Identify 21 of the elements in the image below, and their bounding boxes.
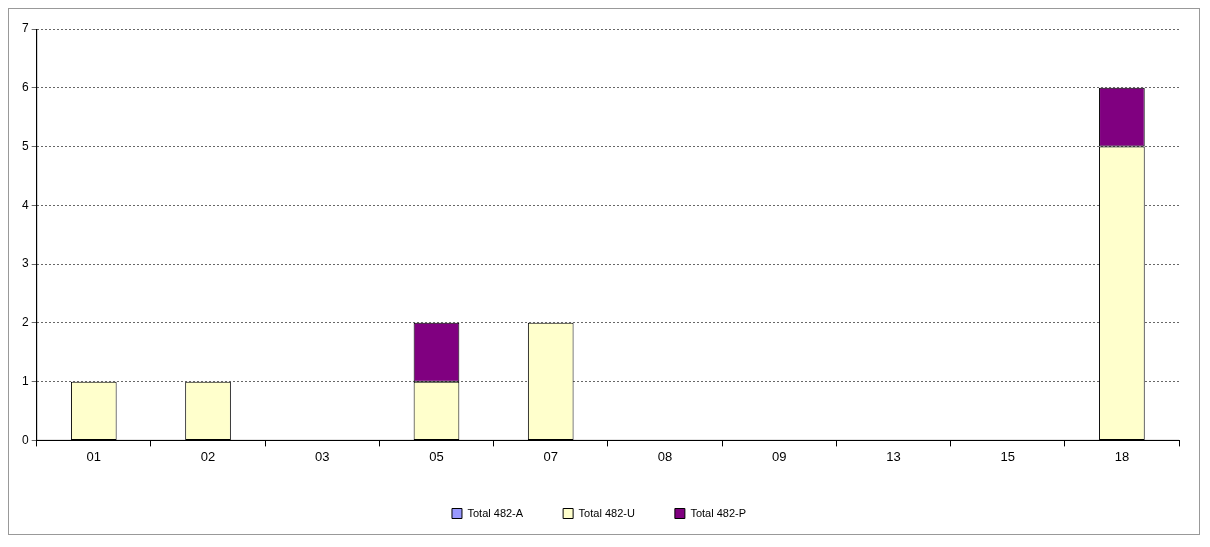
x-tick-label: 02 — [200, 448, 216, 464]
y-tick-label: 6 — [21, 80, 29, 95]
x-tick-label: 05 — [429, 448, 444, 464]
legend-label: Total 482-U — [578, 506, 635, 519]
y-tick-label: 2 — [21, 315, 29, 330]
x-tick-label: 15 — [1000, 448, 1015, 464]
x-tick-label: 09 — [771, 448, 787, 464]
y-tick-label: 1 — [21, 373, 29, 388]
y-tick-label: 7 — [21, 21, 29, 36]
y-tick-label: 5 — [21, 138, 29, 153]
x-tick-label: 07 — [543, 448, 558, 464]
x-tick-label: 01 — [86, 448, 102, 464]
x-tick-label: 18 — [1114, 448, 1130, 464]
x-tick-label: 08 — [657, 448, 673, 464]
x-tick-label: 13 — [886, 448, 901, 464]
legend-label: Total 482-P — [690, 506, 747, 519]
y-tick-label: 0 — [21, 432, 29, 447]
y-tick-label: 3 — [21, 256, 29, 271]
x-tick-label: 03 — [315, 448, 330, 464]
legend-label: Total 482-A — [467, 506, 524, 519]
y-tick-label: 4 — [21, 197, 29, 212]
